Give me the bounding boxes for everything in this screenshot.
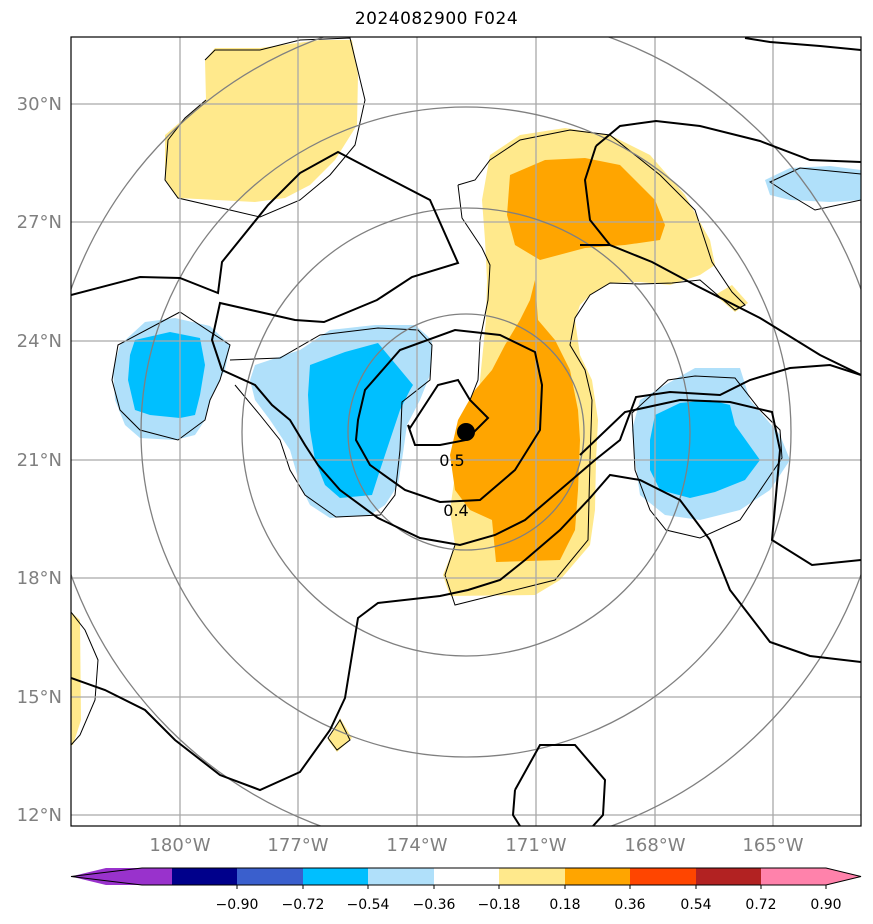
lon-label: 177°W: [267, 835, 328, 856]
colorbar-segment: [434, 868, 499, 885]
colorbar-outline: [70, 867, 862, 886]
colorbar-tick-label: −0.54: [347, 897, 390, 913]
colorbar-tick-label: −0.36: [413, 897, 456, 913]
storm-center-marker: [457, 423, 475, 441]
colorbar-tick-label: 0.54: [680, 897, 711, 913]
lon-label: 171°W: [505, 835, 566, 856]
latitude-labels: 30°N 27°N 24°N 21°N 18°N 15°N 12°N: [17, 94, 62, 826]
contour-label-0-4: 0.4: [443, 501, 468, 520]
colorbar-tick-label: 0.72: [745, 897, 776, 913]
colorbar-segment: [696, 868, 761, 885]
lon-label: 174°W: [386, 835, 447, 856]
colorbar-labels: −0.90 −0.72 −0.54 −0.36 −0.18 0.18 0.36 0.54 0.7…: [216, 885, 842, 913]
colorbar-segment: [237, 868, 303, 885]
colorbar-tick-label: −0.18: [478, 897, 521, 913]
lat-label: 30°N: [17, 94, 62, 115]
lat-label: 12°N: [17, 805, 62, 826]
colorbar-segment: [565, 868, 630, 885]
colorbar-segment: [630, 868, 696, 885]
colorbar-segment: [499, 868, 565, 885]
contour-label-0-5: 0.5: [439, 451, 464, 470]
map-title: 2024082900 F024: [354, 9, 519, 29]
lat-label: 18°N: [17, 568, 62, 589]
shading-blue: [128, 332, 760, 498]
lat-label: 15°N: [17, 687, 62, 708]
colorbar-tick-label: 0.36: [614, 897, 645, 913]
thin-contours: [71, 37, 861, 751]
colorbar-tick-label: −0.72: [282, 897, 325, 913]
colorbar-tick-label: 0.18: [549, 897, 580, 913]
colorbar-tick-label: 0.90: [810, 897, 841, 913]
lat-label: 24°N: [17, 331, 62, 352]
map-area: 0.5 0.4: [71, 37, 861, 826]
lat-label: 27°N: [17, 212, 62, 233]
range-rings: [71, 37, 861, 826]
lon-label: 165°W: [742, 835, 803, 856]
colorbar-tick-label: −0.90: [216, 897, 259, 913]
lon-label: 180°W: [149, 835, 210, 856]
lon-label: 168°W: [624, 835, 685, 856]
longitude-labels: 180°W 177°W 174°W 171°W 168°W 165°W: [149, 835, 803, 856]
lat-label: 21°N: [17, 450, 62, 471]
lat-lon-grid: [71, 37, 861, 826]
colorbar-segment: [303, 868, 368, 885]
colorbar-segment: [368, 868, 434, 885]
colorbar-segment: [71, 868, 172, 885]
colorbar-segment: [172, 868, 237, 885]
thick-contours: [71, 37, 861, 826]
shading-orange: [450, 158, 665, 562]
colorbar-segment: [761, 868, 861, 885]
colorbar: [70, 867, 862, 886]
map-frame: [70, 36, 862, 827]
